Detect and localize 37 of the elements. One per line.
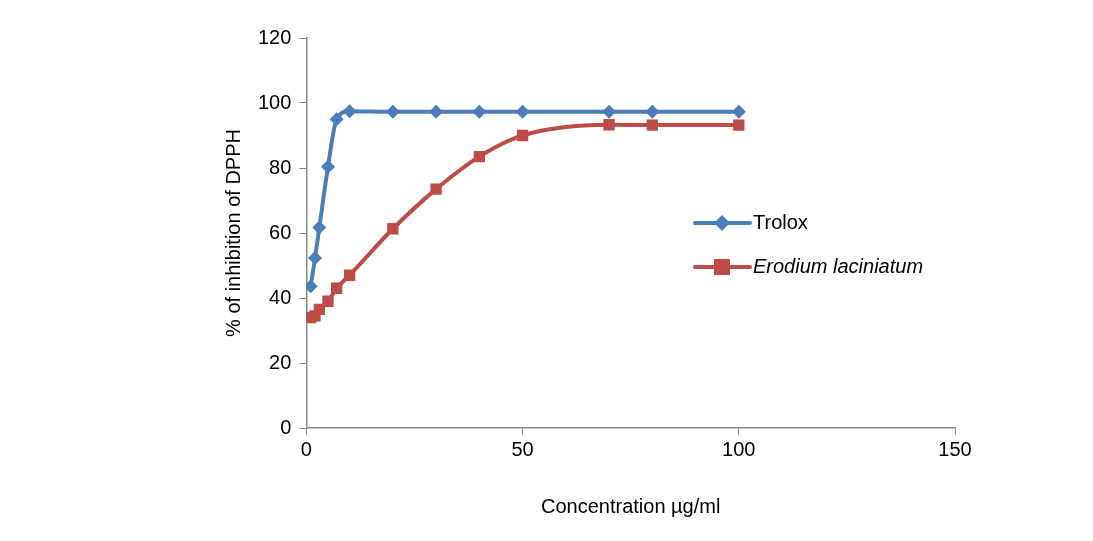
y-tick-label: 20 <box>269 350 292 373</box>
legend-label: Trolox <box>753 210 808 233</box>
point <box>430 183 442 195</box>
point <box>516 129 529 142</box>
x-axis-title: Concentration µg/ml <box>540 494 721 517</box>
y-tick-label: 60 <box>269 220 292 243</box>
point <box>603 119 615 131</box>
x-tick-label: 0 <box>300 437 312 460</box>
point <box>731 104 746 119</box>
point <box>329 112 344 127</box>
point <box>602 104 617 119</box>
y-tick-label: 40 <box>269 285 292 308</box>
point <box>308 251 323 266</box>
point <box>320 159 335 174</box>
point <box>733 119 745 131</box>
point <box>385 104 400 119</box>
point <box>312 220 327 235</box>
y-tick-label: 0 <box>280 415 292 438</box>
legend-label: Erodium laciniatum <box>753 254 924 277</box>
x-tick-label: 150 <box>938 437 972 460</box>
point <box>473 150 485 163</box>
point <box>343 269 356 281</box>
point <box>429 104 444 119</box>
point <box>515 104 530 119</box>
x-tick-label: 50 <box>511 437 534 460</box>
point <box>322 295 334 307</box>
y-tick-label: 100 <box>257 90 292 113</box>
point <box>342 104 357 119</box>
point <box>330 282 343 294</box>
x-tick-label: 100 <box>722 437 756 460</box>
y-axis-title: % of inhibition of DPPH <box>221 129 244 337</box>
point <box>646 119 658 131</box>
y-tick-label: 120 <box>257 25 292 48</box>
point <box>645 104 660 119</box>
point <box>472 104 487 119</box>
y-tick-label: 80 <box>269 155 292 178</box>
point <box>387 223 399 235</box>
